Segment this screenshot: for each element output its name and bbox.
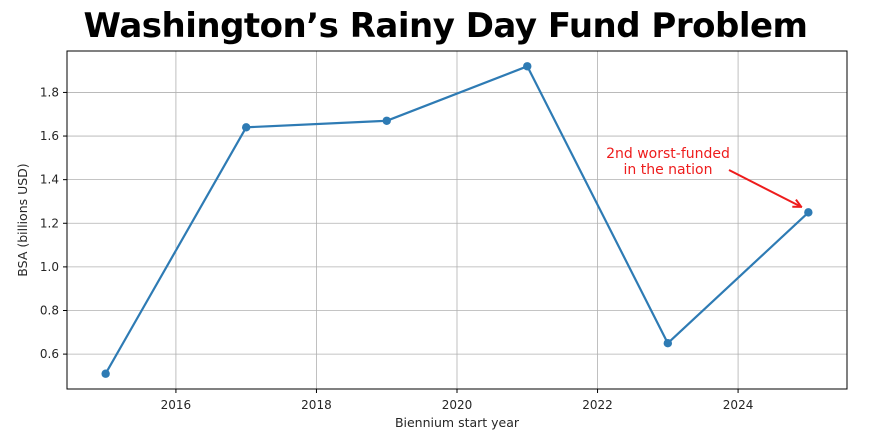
data-point [241,123,251,132]
y-tick-label: 1.0 [40,260,59,274]
grid [67,51,847,389]
y-tick-label: 0.6 [40,347,59,361]
y-tick-label: 1.4 [40,173,59,187]
y-tick-label: 0.8 [40,303,59,317]
series-line [104,65,810,375]
axis-ticks: 2016 2018 2020 2022 2024 0.6 0.8 1.0 1.2 1.4 1.6 1.… [40,85,753,412]
x-tick-label: 2018 [301,398,332,412]
data-point [804,208,813,217]
x-tick-label: 2024 [723,398,754,412]
y-tick-label: 1.6 [40,129,59,143]
chart-title: Washington’s Rainy Day Fund Problem [83,6,808,46]
x-tick-label: 2020 [442,398,473,412]
x-tick-label: 2022 [582,398,613,412]
annotation-arrow [728,169,800,206]
y-tick-label: 1.2 [40,216,59,230]
data-point [663,339,673,348]
series [101,62,813,378]
x-tick-label: 2016 [161,398,192,412]
data-point [382,116,391,125]
y-tick-label: 1.8 [40,85,59,99]
x-axis-label: Biennium start year [395,415,520,430]
data-point [523,62,532,71]
y-axis-label: BSA (billions USD) [15,163,30,276]
data-point [101,369,110,378]
annotation-text-line: in the nation [624,162,713,178]
annotation-text-line: 2nd worst-funded [606,146,730,162]
